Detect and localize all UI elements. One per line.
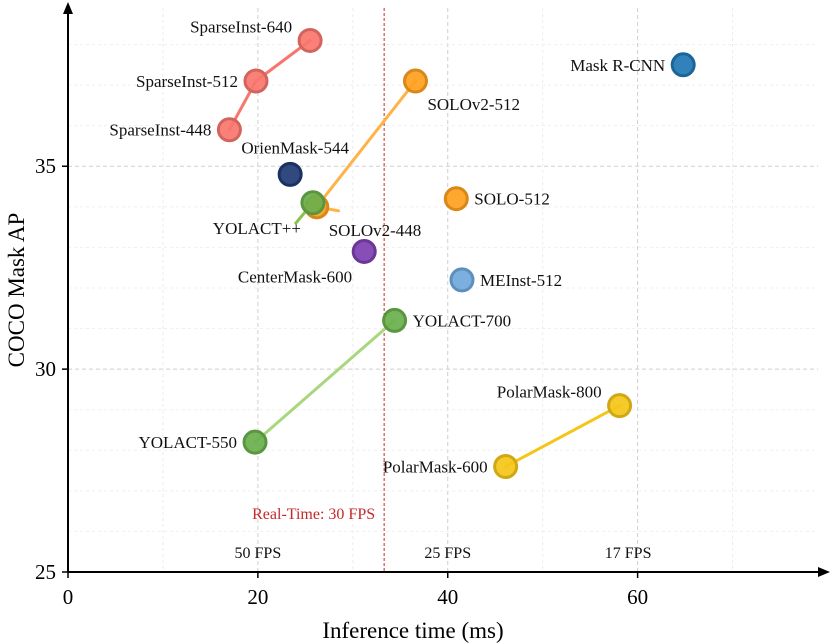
x-tick-label: 60 xyxy=(627,585,648,609)
sparseinst-640-marker xyxy=(297,27,323,53)
realtime-threshold-label: Real-Time: 30 FPS xyxy=(252,506,375,523)
x-tick-label: 0 xyxy=(63,585,74,609)
data-points-layer xyxy=(216,27,696,480)
solo-512-label: SOLO-512 xyxy=(474,190,550,209)
mask-rcnn-marker xyxy=(670,52,696,78)
polarmask-line xyxy=(504,404,622,468)
fps-label: 50 FPS xyxy=(235,545,282,562)
polarmask-800-label: PolarMask-800 xyxy=(497,383,602,402)
centermask-600-marker xyxy=(351,238,377,264)
series-lines-layer xyxy=(227,39,622,468)
solov2-512-marker xyxy=(402,68,428,94)
labels-layer: 50 FPS 25 FPS 17 FPS SparseInst-640 SparseIn… xyxy=(109,17,665,562)
fps-label: 25 FPS xyxy=(424,545,471,562)
y-axis-title: COCO Mask AP xyxy=(4,213,29,368)
orienmask-544-marker xyxy=(277,161,303,187)
x-axis-arrow xyxy=(818,567,830,577)
yolact-pp-marker xyxy=(300,190,326,216)
centermask-600-label: CenterMask-600 xyxy=(238,267,352,286)
sparseinst-640-label: SparseInst-640 xyxy=(190,17,292,36)
meinst-512-label: MEInst-512 xyxy=(480,271,562,290)
sparseinst-512-label: SparseInst-512 xyxy=(136,72,238,91)
y-axis-arrow xyxy=(63,2,73,14)
yolact-700-marker xyxy=(382,307,408,333)
mask-rcnn-label: Mask R-CNN xyxy=(570,56,665,75)
axes-layer: 0 20 40 60 25 30 35 Inference time (ms) COCO Mas… xyxy=(4,2,830,643)
grid-layer xyxy=(68,8,818,572)
y-tick-label: 35 xyxy=(35,154,56,178)
yolact-550-label: YOLACT-550 xyxy=(138,433,237,452)
x-tick-label: 20 xyxy=(247,585,268,609)
solov2-448-label: SOLOv2-448 xyxy=(329,221,422,240)
fps-label: 17 FPS xyxy=(605,545,652,562)
meinst-512-marker xyxy=(449,267,475,293)
x-axis-title: Inference time (ms) xyxy=(322,618,503,643)
reference-line-layer: Real-Time: 30 FPS xyxy=(252,8,385,572)
y-tick-label: 30 xyxy=(35,357,56,381)
orienmask-544-label: OrienMask-544 xyxy=(241,138,349,157)
sparseinst-448-label: SparseInst-448 xyxy=(109,121,211,140)
yolact-pp-label: YOLACT++ xyxy=(213,219,301,238)
x-tick-label: 40 xyxy=(437,585,458,609)
yolact-700-label: YOLACT-700 xyxy=(413,311,512,330)
yolact-line xyxy=(253,318,397,444)
sparseinst-512-marker xyxy=(243,68,269,94)
polarmask-800-marker xyxy=(607,393,633,419)
y-tick-label: 25 xyxy=(35,560,56,584)
yolact-550-marker xyxy=(242,429,268,455)
polarmask-600-marker xyxy=(493,454,519,480)
sparseinst-448-marker xyxy=(216,117,242,143)
polarmask-600-label: PolarMask-600 xyxy=(383,458,488,477)
solov2-512-label: SOLOv2-512 xyxy=(427,95,520,114)
solo-512-marker xyxy=(443,186,469,212)
